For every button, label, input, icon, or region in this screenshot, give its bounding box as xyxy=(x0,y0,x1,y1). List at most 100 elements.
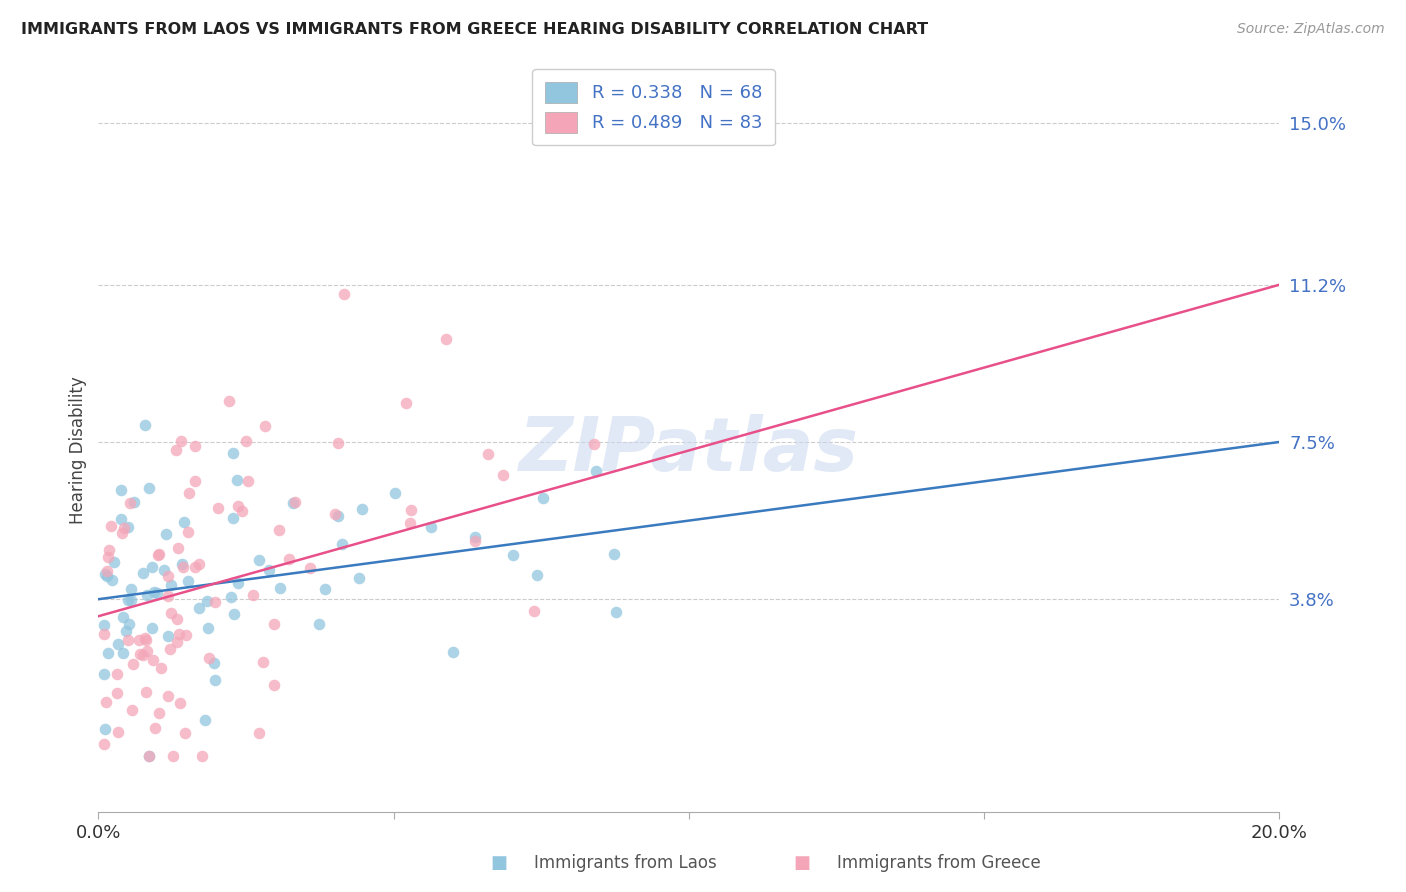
Point xyxy=(284,495,307,509)
Point xyxy=(188,601,211,615)
Point xyxy=(94,695,117,709)
Point xyxy=(131,566,153,581)
Point xyxy=(141,560,163,574)
Point xyxy=(136,588,159,602)
Point xyxy=(269,581,291,595)
Point xyxy=(384,486,406,500)
Point xyxy=(149,661,172,675)
Point xyxy=(120,593,142,607)
Point xyxy=(254,419,277,434)
Point xyxy=(136,644,159,658)
Point xyxy=(231,504,253,518)
Point xyxy=(352,501,374,516)
Point xyxy=(117,616,139,631)
Point xyxy=(170,557,193,571)
Point xyxy=(156,629,179,643)
Text: IMMIGRANTS FROM LAOS VS IMMIGRANTS FROM GREECE HEARING DISABILITY CORRELATION CH: IMMIGRANTS FROM LAOS VS IMMIGRANTS FROM … xyxy=(21,22,928,37)
Point xyxy=(162,749,184,764)
Point xyxy=(110,511,132,525)
Point xyxy=(120,582,142,596)
Point xyxy=(323,508,346,522)
Point xyxy=(93,627,115,641)
Point xyxy=(492,467,515,482)
Legend: R = 0.338   N = 68, R = 0.489   N = 83: R = 0.338 N = 68, R = 0.489 N = 83 xyxy=(531,70,775,145)
Point xyxy=(281,496,304,510)
Point xyxy=(195,593,218,607)
Point xyxy=(218,394,240,409)
Point xyxy=(131,648,153,662)
Point xyxy=(526,567,548,582)
Point xyxy=(156,569,179,583)
Point xyxy=(219,590,242,604)
Point xyxy=(263,678,285,692)
Point xyxy=(252,655,274,669)
Point xyxy=(419,520,441,534)
Point xyxy=(157,590,180,604)
Point xyxy=(115,624,138,638)
Point xyxy=(225,473,247,487)
Point xyxy=(112,646,135,660)
Point xyxy=(603,547,626,561)
Point xyxy=(308,617,330,632)
Point xyxy=(117,593,139,607)
Point xyxy=(314,582,336,597)
Point xyxy=(97,543,120,558)
Point xyxy=(464,530,486,544)
Point xyxy=(138,481,160,495)
Point xyxy=(159,606,181,620)
Point xyxy=(222,446,245,460)
Point xyxy=(148,706,170,720)
Point xyxy=(399,516,422,530)
Point xyxy=(141,621,163,635)
Point xyxy=(198,651,221,665)
Point xyxy=(166,635,188,649)
Point xyxy=(165,442,187,457)
Point xyxy=(105,686,128,700)
Point xyxy=(207,501,229,516)
Point xyxy=(247,725,270,739)
Point xyxy=(247,553,270,567)
Point xyxy=(146,548,169,562)
Point xyxy=(183,475,205,489)
Point xyxy=(169,697,191,711)
Point xyxy=(502,548,524,562)
Point xyxy=(235,434,257,448)
Point xyxy=(97,549,120,564)
Point xyxy=(100,519,122,533)
Point xyxy=(434,332,457,346)
Point xyxy=(94,566,117,581)
Y-axis label: Hearing Disability: Hearing Disability xyxy=(69,376,87,524)
Point xyxy=(97,646,120,660)
Point xyxy=(157,689,180,703)
Point xyxy=(129,647,152,661)
Point xyxy=(183,559,205,574)
Point xyxy=(277,552,299,566)
Point xyxy=(122,657,145,671)
Point xyxy=(395,396,418,410)
Point xyxy=(96,568,118,582)
Point xyxy=(202,657,225,671)
Point xyxy=(167,627,190,641)
Point xyxy=(222,511,245,525)
Point xyxy=(155,527,177,541)
Point xyxy=(170,434,193,448)
Point xyxy=(121,703,143,717)
Point xyxy=(204,595,226,609)
Point xyxy=(236,475,259,489)
Point xyxy=(143,721,166,735)
Point xyxy=(118,496,141,510)
Point xyxy=(194,713,217,727)
Text: ■: ■ xyxy=(491,855,508,872)
Point xyxy=(267,523,290,537)
Point xyxy=(93,666,115,681)
Point xyxy=(347,571,370,585)
Point xyxy=(177,486,200,500)
Point xyxy=(187,558,209,572)
Point xyxy=(159,642,181,657)
Point xyxy=(93,737,115,751)
Point xyxy=(110,483,132,497)
Point xyxy=(174,628,197,642)
Point xyxy=(523,604,546,618)
Point xyxy=(177,574,200,589)
Point xyxy=(583,437,606,451)
